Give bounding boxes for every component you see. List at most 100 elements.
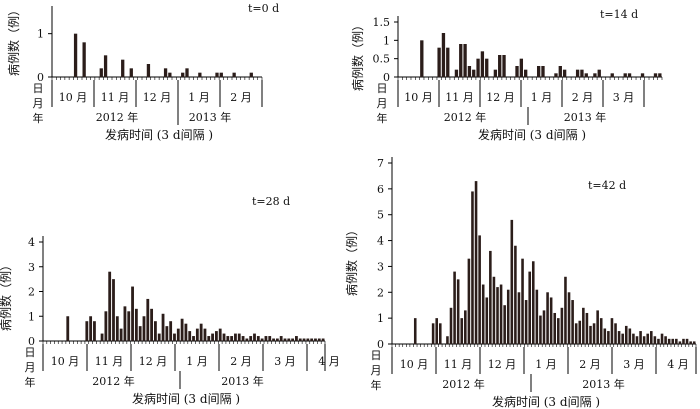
bar [607,331,610,344]
bar [575,69,580,77]
month-label: 10 月 [400,358,429,371]
bar [146,298,150,341]
bar [168,72,172,77]
month-label: 12 月 [139,355,168,368]
bar [413,318,417,344]
bar [207,336,211,341]
bar [100,333,104,341]
bar [632,333,635,344]
bar [589,325,592,344]
bar [287,338,291,341]
bar [481,284,485,344]
bar [639,331,642,344]
bar [682,338,685,344]
bar [546,292,549,344]
bar [123,306,127,341]
bar [562,69,567,77]
bar [642,336,646,344]
month-label: 3 月 [274,355,296,368]
bar [517,292,521,344]
bar [646,333,650,344]
bar [161,313,165,341]
bar [456,279,460,344]
bar [99,68,103,77]
bar [314,338,317,341]
month-label: 11 月 [445,91,474,104]
bar [129,68,133,77]
bar [219,72,223,77]
chart-title: t=42 d [588,179,626,192]
bar [675,338,678,344]
bar [685,338,689,344]
month-label: 1 月 [531,91,553,104]
y-tick-label: 5 [377,209,384,222]
y-tick-label: 0 [377,338,384,351]
month-label: 1 月 [535,358,557,371]
bar [181,72,185,77]
bar [476,58,480,77]
x-axis-title: 发病时间 (3 d间隔 ) [132,391,240,406]
bar [93,321,96,341]
y-axis-title: 病例数（例） [344,224,359,296]
bar [199,323,203,341]
bar [657,338,660,344]
bar [127,311,131,341]
side-label: 日 [377,82,388,95]
bar [203,328,207,342]
bar [89,316,93,341]
bar [230,336,234,341]
bar [621,333,624,344]
bar [104,311,108,341]
bar [438,323,442,344]
month-label: 10 月 [59,91,88,104]
bar [291,338,295,341]
bar [435,318,438,344]
bar [539,315,542,344]
bar [653,73,658,77]
bar [119,328,123,342]
month-label: 4 月 [318,355,340,368]
bar [536,66,541,77]
bar [142,316,146,341]
bar [283,338,287,341]
bar [502,55,506,77]
bar [689,341,692,344]
bar [211,333,214,341]
bar [678,341,682,344]
month-label: 10 月 [51,355,80,368]
bar [628,328,632,344]
bar [138,326,142,341]
bar [471,191,474,344]
x-axis-title: 发病时间 (3 d间隔 ) [105,127,213,142]
bar [165,326,169,341]
bar [498,55,502,77]
bar [115,316,119,341]
bar [658,73,662,77]
bar [467,66,472,77]
bar [185,68,189,77]
y-tick-label: 1.5 [373,16,391,29]
bar [531,261,535,344]
y-tick-label: 4 [28,236,35,249]
month-label: 2 月 [230,355,252,368]
bar [580,69,584,77]
bar [635,336,639,344]
bar [226,336,230,341]
bar [131,286,134,341]
bar [85,321,89,341]
year-label: 2012 年 [92,374,135,388]
bar [467,258,471,344]
bar [446,336,449,344]
side-label: 年 [25,375,36,389]
bar [574,323,578,344]
bar [521,258,524,344]
bar [596,310,599,344]
bar [478,235,481,344]
bar [597,69,601,77]
bar [453,271,456,344]
bar [222,333,226,341]
bar [295,336,298,341]
bar [541,66,545,77]
bar [510,219,514,344]
